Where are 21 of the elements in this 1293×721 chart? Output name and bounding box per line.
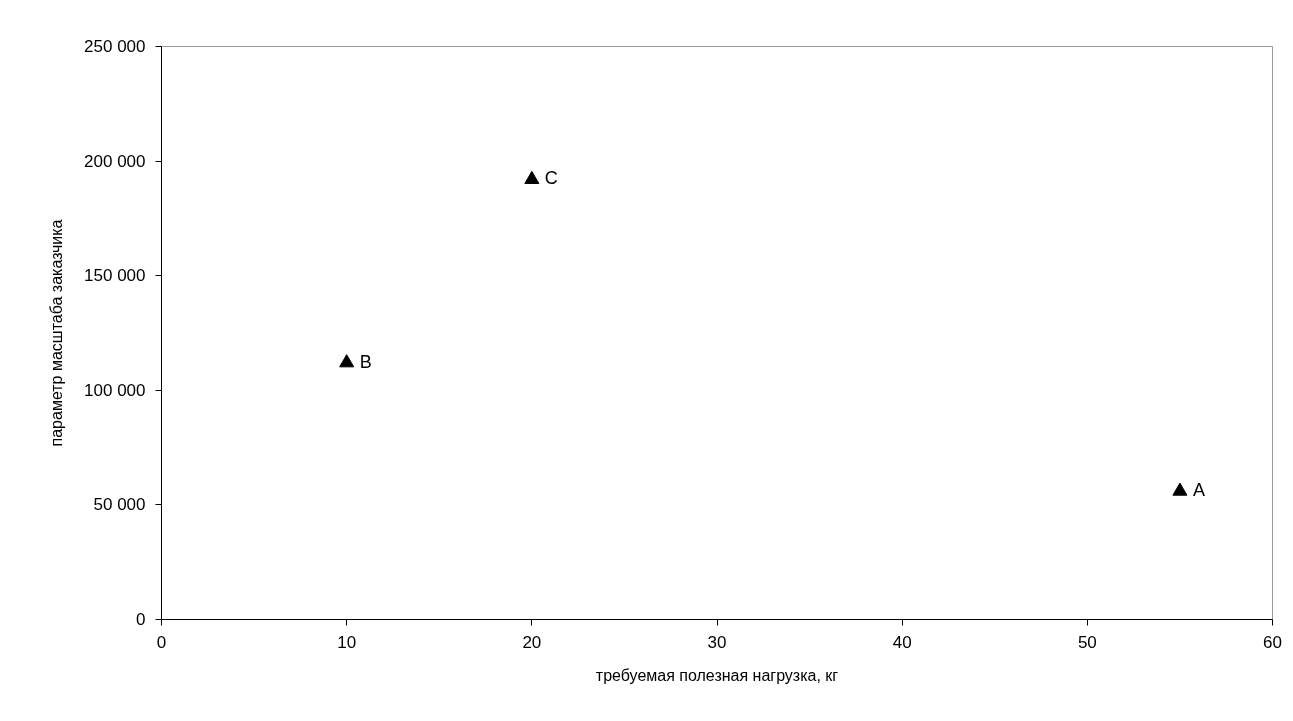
annotation: A [1192,480,1205,501]
y-tick-label: 250 000 [84,37,146,56]
x-tick-label: 0 [156,632,167,652]
x-tick-label: 60 [1263,632,1282,652]
y-tick-label: 150 000 [84,266,146,286]
x-tick-label: 50 [1077,632,1097,652]
point [524,170,540,184]
y-tick-label: 0 [136,610,146,629]
x-tick-label: 30 [707,632,727,652]
x-tick-label: 10 [337,632,357,652]
y-tick-label: 50 000 [93,495,146,515]
annotation: C [544,168,558,189]
x-tick-label: 40 [892,632,912,652]
point [339,354,355,368]
x-tick-label: 20 [522,632,542,652]
y-axis-title: параметр масштаба заказчика [48,219,66,447]
annotation: B [359,351,372,372]
point [1172,482,1188,496]
y-tick-label: 200 000 [84,151,146,171]
y-tick-label: 100 000 [84,380,146,400]
x-axis-title: требуемая полезная нагрузка, кг [595,666,839,684]
